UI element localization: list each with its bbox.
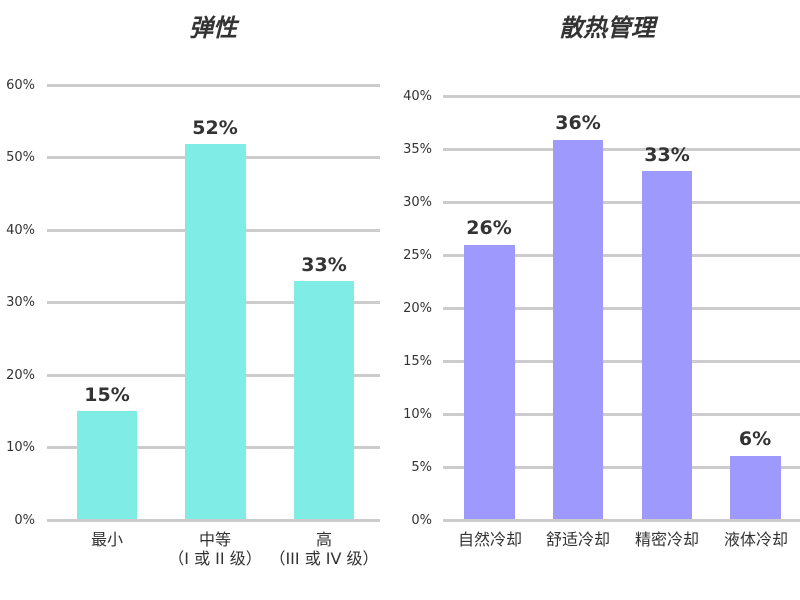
bar-natural-cooling [464,245,515,520]
y-tick-label: 10% [403,407,432,422]
value-label: 6% [738,428,772,450]
gridline [47,84,380,87]
chart-title: 散热管理 [559,14,655,42]
value-label: 15% [84,384,130,406]
y-tick-label: 50% [6,150,35,165]
gridline [443,360,800,363]
value-label: 26% [466,217,512,239]
y-tick-label: 60% [6,78,35,93]
y-tick-label: 30% [403,195,432,210]
x-axis-line [47,519,380,522]
y-tick-label: 25% [403,248,432,263]
x-tick-label: 自然冷却 [457,530,522,549]
value-label: 33% [301,254,347,276]
gridline [443,201,800,204]
x-axis-line [443,519,800,522]
gridline [443,148,800,151]
y-tick-label: 15% [403,354,432,369]
value-label: 52% [192,117,238,139]
x-tick-label: 精密冷却 [634,530,699,549]
x-tick-label: 舒适冷却 [545,530,610,549]
gridline [443,95,800,98]
x-tick-label: 高 [315,530,332,549]
gridline [443,466,800,469]
value-label: 36% [555,112,601,134]
gridline [443,254,800,257]
bar-precision-cooling [642,171,692,520]
x-tick-label: 最小 [90,530,123,549]
y-tick-label: 10% [6,440,35,455]
y-tick-label: 0% [411,513,432,528]
x-tick-label-sub: （III 或 IV 级） [269,549,379,568]
x-tick-label: 中等 [198,530,231,549]
bar-high [294,281,354,520]
bar-medium [185,144,246,520]
y-tick-label: 0% [14,513,35,528]
bar-minimal [77,411,137,520]
y-tick-label: 30% [6,295,35,310]
value-label: 33% [644,144,690,166]
x-tick-label-sub: （I 或 II 级） [168,549,262,568]
y-tick-label: 5% [411,460,432,475]
y-tick-label: 20% [403,301,432,316]
chart-title: 弹性 [189,14,237,42]
bar-liquid-cooling [730,456,781,520]
y-tick-label: 20% [6,368,35,383]
bar-comfort-cooling [553,140,603,520]
gridline [443,413,800,416]
y-tick-label: 35% [403,142,432,157]
x-tick-label: 液体冷却 [723,530,788,549]
y-tick-label: 40% [6,223,35,238]
gridline [443,307,800,310]
y-tick-label: 40% [403,89,432,104]
